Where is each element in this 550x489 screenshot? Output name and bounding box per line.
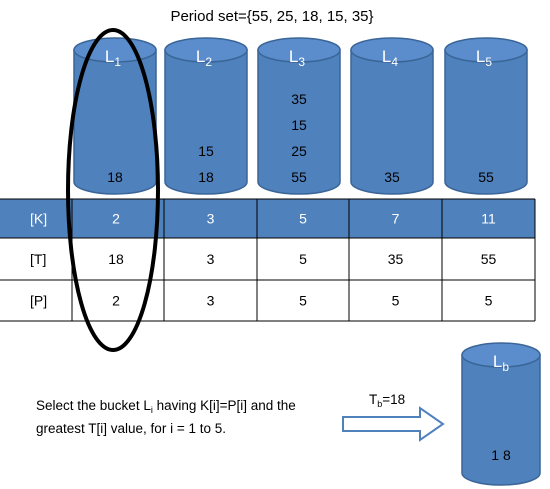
bucket-L1-body — [73, 49, 157, 195]
bucket-value: 35 — [291, 91, 307, 107]
arrow-label-sub: b — [377, 399, 382, 409]
bucket-value: 55 — [291, 169, 307, 185]
table-cell: 35 — [388, 251, 404, 267]
table-cell: 3 — [207, 251, 215, 267]
result-bucket-body — [461, 354, 541, 486]
bucket-L4-top — [350, 37, 434, 63]
bucket-value: 18 — [107, 169, 123, 185]
bucket-label-L5: L5 — [476, 47, 492, 69]
bucket-L2-top — [164, 37, 248, 63]
bucket-value: 15 — [198, 143, 214, 159]
table-cell: 11 — [481, 211, 496, 227]
table-row-T: [T] 18 3 5 35 55 — [30, 251, 496, 267]
table-cell: 2 — [112, 211, 120, 227]
table-row-K: [K] 2 3 5 7 11 — [0, 199, 535, 238]
table-row-label: [T] — [30, 251, 46, 267]
result-bucket-label-sub: b — [502, 360, 509, 374]
bucket-label-L4: L4 — [382, 47, 398, 69]
bucket-L5-top — [444, 37, 528, 63]
bucket-value: 25 — [291, 143, 307, 159]
caption-line-2: greatest T[i] value, for i = 1 to 5. — [36, 421, 226, 436]
caption-line-1: Select the bucket Li having K[i]=P[i] an… — [36, 398, 296, 415]
arrow-label-value: =18 — [382, 392, 405, 407]
table-cell: 5 — [392, 293, 400, 309]
table-cell: 55 — [481, 251, 497, 267]
table-row-P: [P] 2 3 5 5 5 — [30, 293, 493, 309]
bucket-label-L3-sub: 3 — [298, 55, 305, 69]
bucket-L3-top — [257, 37, 341, 63]
highlight-ellipse — [66, 28, 160, 352]
caption-line-1-post: having K[i]=P[i] and the — [153, 398, 296, 413]
caption-line-1-pre: Select the bucket L — [36, 398, 151, 413]
result-bucket-top — [461, 342, 541, 368]
table-cell: 7 — [392, 211, 400, 227]
bucket-label-L1-sub: 1 — [114, 55, 121, 69]
bucket-value: 35 — [384, 169, 400, 185]
table-cell: 5 — [299, 251, 307, 267]
bucket-label-L3: L3 — [289, 47, 305, 69]
bucket-L3: L3 35 15 25 55 — [257, 37, 341, 195]
bucket-label-L5-letter: L — [476, 47, 485, 66]
bucket-label-L5-sub: 5 — [485, 55, 492, 69]
bucket-label-L1-letter: L — [105, 47, 114, 66]
bucket-label-L3-letter: L — [289, 47, 298, 66]
bucket-L4-body — [350, 49, 434, 195]
table-row-label: [P] — [30, 293, 47, 309]
table-cell: 5 — [299, 211, 307, 227]
bucket-value: 15 — [291, 117, 307, 133]
bucket-label-L1: L1 — [105, 47, 121, 69]
bucket-label-L4-sub: 4 — [391, 55, 398, 69]
bucket-L4: L4 35 — [350, 37, 434, 195]
table-header-fill — [0, 199, 535, 238]
caption-line-1-sub: i — [151, 405, 153, 415]
bucket-L2-body — [164, 49, 248, 195]
bucket-value: 55 — [478, 169, 494, 185]
table-cell: 3 — [207, 211, 215, 227]
k-t-p-table: [K] 2 3 5 7 11[T] 18 3 5 35 55[P] 2 3 5 5 5 — [0, 198, 536, 322]
bucket-label-L2-sub: 2 — [205, 55, 212, 69]
arrow-label: Tb=18 — [369, 392, 405, 409]
bucket-L2: L2 15 18 — [164, 37, 248, 195]
bucket-L3-body — [257, 49, 341, 195]
table-cell: 18 — [108, 251, 124, 267]
bucket-L5-body — [444, 49, 528, 195]
bucket-label-L2-letter: L — [196, 47, 205, 66]
arrow-label-main: T — [369, 392, 377, 407]
table-cell: 2 — [112, 293, 120, 309]
table-cell: 5 — [299, 293, 307, 309]
bucket-value: 18 — [198, 169, 214, 185]
result-bucket-label: Lb — [493, 352, 509, 374]
table-row-label: [K] — [30, 211, 47, 227]
table-cell: 3 — [207, 293, 215, 309]
table-cell: 5 — [485, 293, 493, 309]
result-bucket-value: 1 8 — [491, 447, 511, 463]
bucket-label-L4-letter: L — [382, 47, 391, 66]
bucket-label-L2: L2 — [196, 47, 212, 69]
result-bucket-label-letter: L — [493, 352, 502, 371]
right-arrow-icon — [342, 406, 445, 442]
period-set-title: Period set={55, 25, 18, 15, 35} — [170, 8, 373, 25]
result-bucket: Lb 1 8 — [461, 342, 541, 486]
